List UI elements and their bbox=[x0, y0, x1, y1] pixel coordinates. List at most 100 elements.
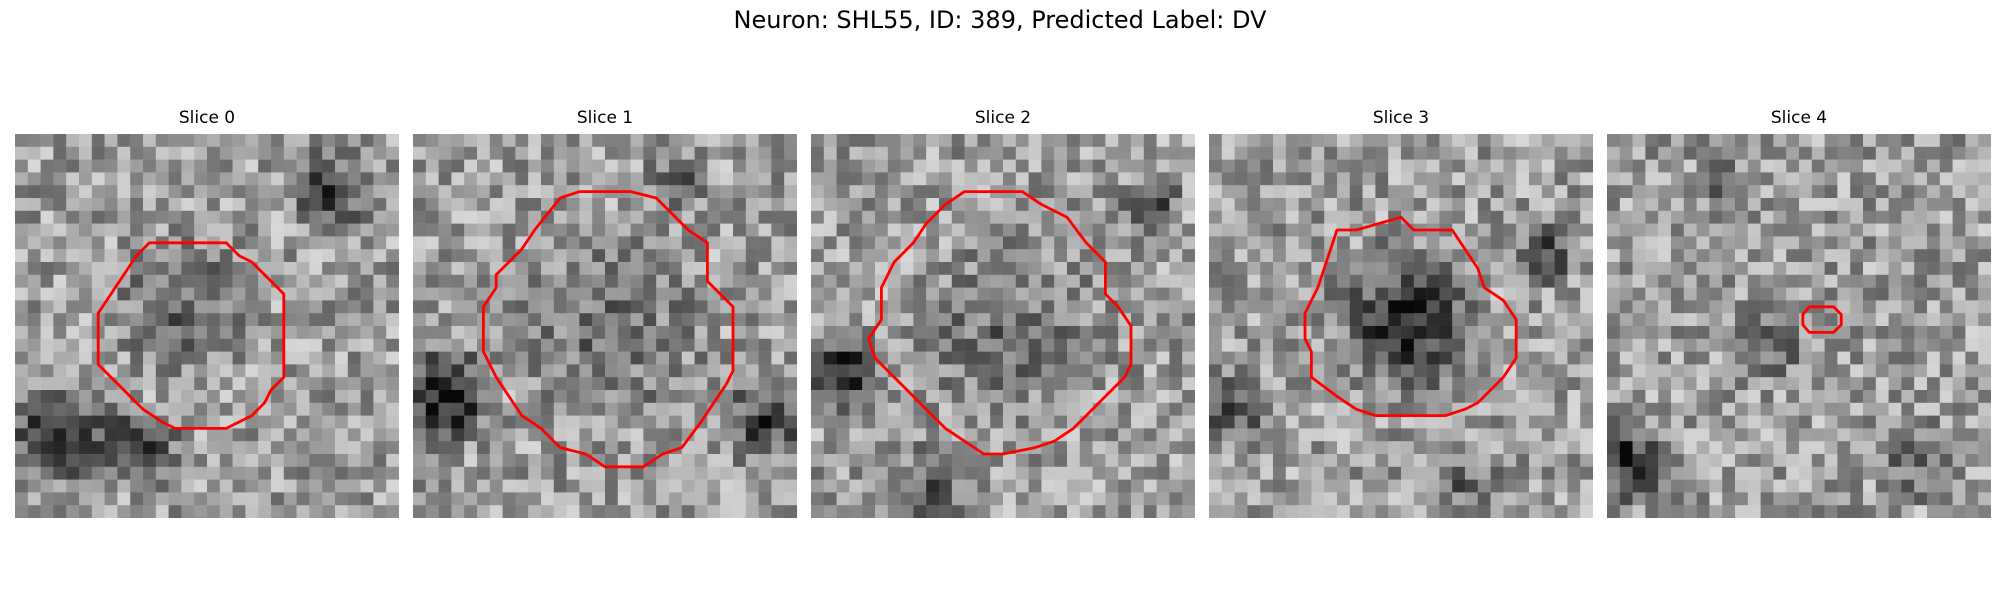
pixel bbox=[669, 390, 683, 404]
pixel bbox=[1799, 210, 1813, 224]
pixel bbox=[733, 249, 747, 263]
pixel bbox=[1632, 236, 1646, 250]
pixel bbox=[643, 402, 657, 416]
pixel bbox=[245, 377, 259, 391]
pixel bbox=[438, 390, 452, 404]
pixel bbox=[1143, 492, 1157, 506]
pixel bbox=[181, 210, 195, 224]
pixel bbox=[977, 146, 991, 160]
pixel bbox=[1477, 377, 1491, 391]
pixel bbox=[1786, 505, 1800, 518]
pixel bbox=[373, 479, 387, 493]
pixel bbox=[15, 223, 29, 237]
pixel bbox=[784, 198, 797, 212]
pixel bbox=[1683, 454, 1697, 468]
pixel bbox=[1799, 313, 1813, 327]
pixel bbox=[784, 326, 797, 340]
pixel bbox=[1349, 492, 1363, 506]
pixel bbox=[1349, 159, 1363, 173]
pixel bbox=[1529, 313, 1543, 327]
pixel bbox=[1811, 479, 1825, 493]
pixel bbox=[347, 454, 361, 468]
pixel bbox=[926, 159, 940, 173]
pixel bbox=[1388, 364, 1402, 378]
pixel bbox=[707, 466, 721, 480]
pixel bbox=[1041, 172, 1055, 186]
pixel bbox=[977, 428, 991, 442]
pixel bbox=[296, 377, 310, 391]
pixel bbox=[15, 198, 29, 212]
pixel bbox=[1607, 172, 1621, 186]
pixel bbox=[1221, 313, 1235, 327]
pixel bbox=[168, 441, 182, 455]
pixel bbox=[900, 402, 914, 416]
pixel bbox=[862, 466, 876, 480]
pixel bbox=[1541, 249, 1555, 263]
pixel bbox=[1054, 466, 1068, 480]
pixel bbox=[849, 223, 863, 237]
pixel bbox=[1041, 415, 1055, 429]
pixel bbox=[951, 287, 965, 301]
pixel bbox=[322, 454, 336, 468]
pixel bbox=[181, 223, 195, 237]
pixel bbox=[1863, 326, 1877, 340]
pixel bbox=[1169, 223, 1183, 237]
pixel bbox=[1735, 454, 1749, 468]
pixel bbox=[373, 441, 387, 455]
pixel bbox=[1337, 505, 1351, 518]
pixel bbox=[232, 454, 246, 468]
pixel bbox=[1735, 236, 1749, 250]
pixel bbox=[477, 377, 491, 391]
pixel bbox=[155, 198, 169, 212]
pixel bbox=[951, 492, 965, 506]
pixel bbox=[1298, 134, 1312, 148]
pixel bbox=[681, 313, 695, 327]
pixel bbox=[1041, 300, 1055, 314]
pixel bbox=[53, 287, 67, 301]
pixel bbox=[283, 377, 297, 391]
pixel bbox=[1413, 159, 1427, 173]
pixel bbox=[245, 415, 259, 429]
pixel bbox=[15, 428, 29, 442]
pixel bbox=[1901, 274, 1915, 288]
pixel bbox=[1324, 492, 1338, 506]
pixel bbox=[862, 428, 876, 442]
pixel bbox=[1952, 441, 1966, 455]
pixel bbox=[477, 185, 491, 199]
pixel bbox=[1619, 134, 1633, 148]
pixel bbox=[27, 159, 41, 173]
pixel bbox=[1529, 249, 1543, 263]
pixel bbox=[296, 134, 310, 148]
pixel bbox=[1811, 338, 1825, 352]
pixel bbox=[862, 146, 876, 160]
pixel bbox=[1260, 146, 1274, 160]
pixel bbox=[1747, 415, 1761, 429]
pixel bbox=[579, 402, 593, 416]
pixel bbox=[887, 287, 901, 301]
pixel bbox=[413, 505, 427, 518]
pixel bbox=[1671, 326, 1685, 340]
pixel bbox=[771, 428, 785, 442]
pixel bbox=[464, 505, 478, 518]
pixel bbox=[232, 364, 246, 378]
pixel bbox=[758, 428, 772, 442]
pixel bbox=[1273, 338, 1287, 352]
pixel bbox=[745, 223, 759, 237]
pixel bbox=[1439, 287, 1453, 301]
pixel bbox=[836, 300, 850, 314]
pixel bbox=[181, 262, 195, 276]
pixel bbox=[181, 326, 195, 340]
pixel bbox=[1067, 300, 1081, 314]
pixel bbox=[1978, 274, 1991, 288]
pixel bbox=[283, 172, 297, 186]
pixel bbox=[360, 351, 374, 365]
pixel bbox=[335, 402, 349, 416]
pixel bbox=[720, 428, 734, 442]
pixel bbox=[1773, 492, 1787, 506]
pixel bbox=[155, 505, 169, 518]
pixel bbox=[964, 146, 978, 160]
pixel bbox=[977, 390, 991, 404]
pixel bbox=[143, 479, 157, 493]
pixel bbox=[1901, 338, 1915, 352]
pixel bbox=[1799, 223, 1813, 237]
